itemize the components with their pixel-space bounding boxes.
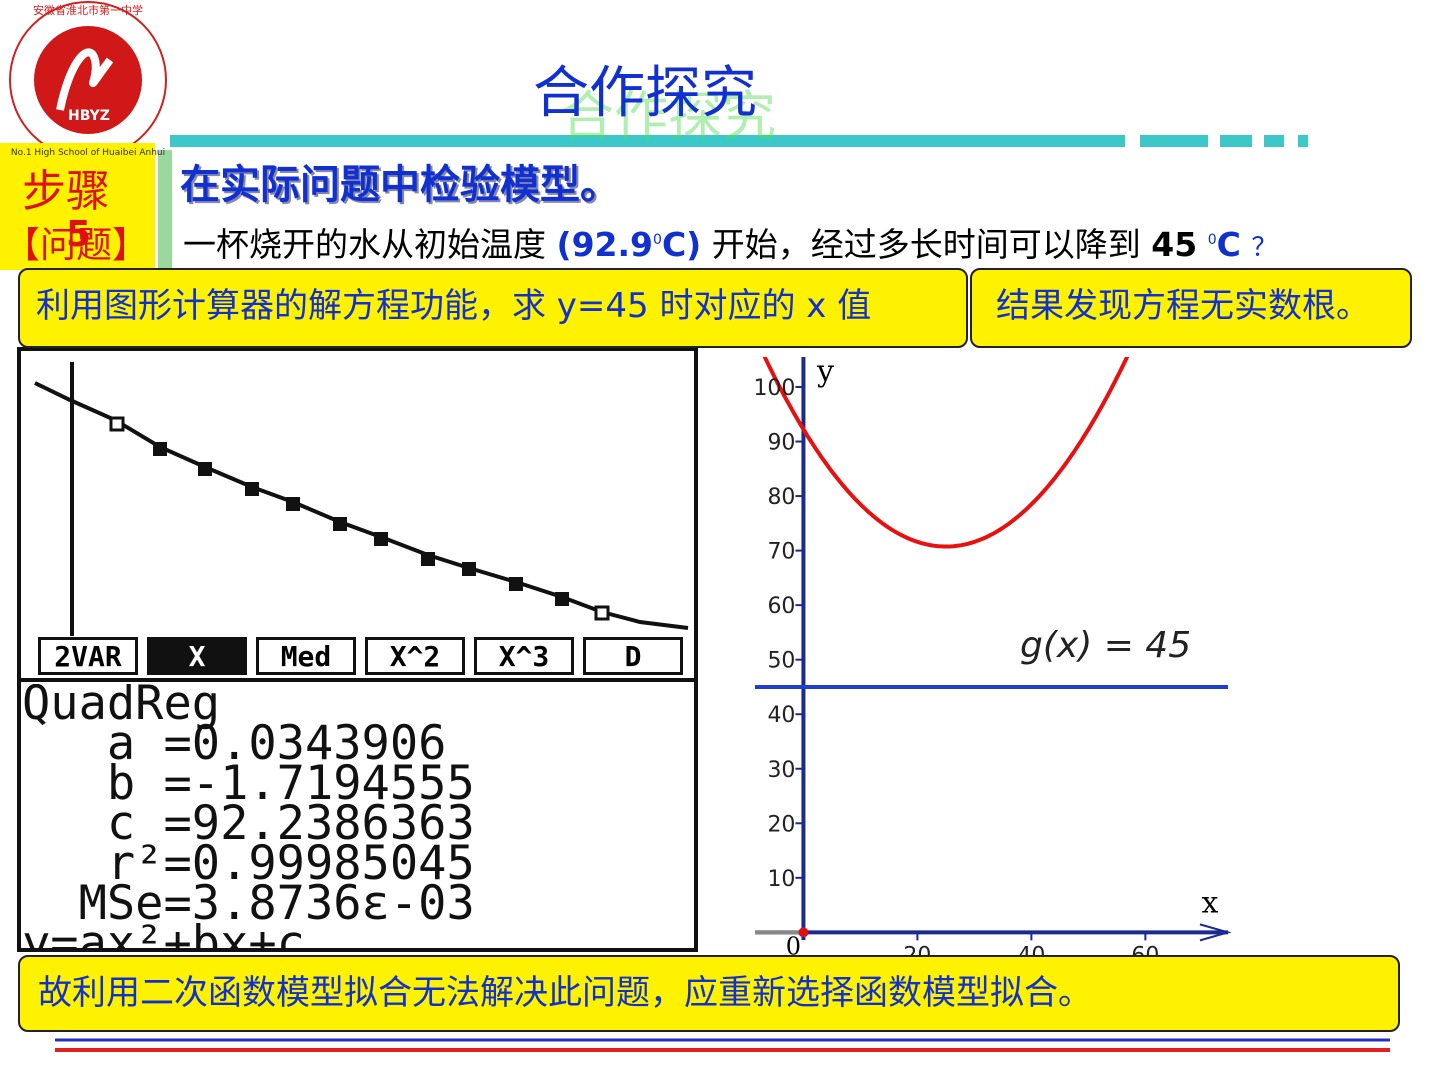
menu-tab: 2VAR — [38, 637, 138, 675]
title-shadow: 合作探究 — [560, 85, 776, 148]
title: 合作探究 — [533, 61, 757, 126]
text: C) — [661, 225, 702, 264]
y-tick-label: 50 — [767, 649, 795, 674]
hline-label: g(x) = 45 — [1020, 625, 1191, 666]
y-tick-label: 100 — [753, 376, 795, 401]
y-tick-label: 30 — [767, 758, 795, 783]
calc-line: MSe=3.8736ε-03 — [22, 876, 475, 931]
calc-line: y=ax²+bx+c — [22, 916, 305, 948]
calc-line: b =-1.7194555 — [22, 756, 475, 811]
logo-text: HBYZ — [68, 108, 110, 124]
text: (92.9 — [556, 225, 654, 264]
text: ？ — [1251, 233, 1278, 263]
calc-lines: QuadReg a =0.0343906 b =-1.7194555 c =92… — [22, 684, 694, 948]
y-tick-label: 20 — [767, 812, 795, 837]
calc-line: a =0.0343906 — [22, 716, 447, 771]
arrow — [1199, 923, 1232, 942]
menu-tab: X^3 — [474, 637, 574, 675]
heading: 在实际问题中检验模型。 — [180, 162, 620, 208]
y-label: y — [816, 354, 834, 389]
menu-tab: X — [147, 637, 247, 675]
y-tick-label: 80 — [767, 485, 795, 510]
problem: 一杯烧开的水从初始温度 (92.90C) 开始，经过多长时间可以降到 45 0C… — [183, 218, 1277, 266]
calc-line: r²=0.99985045 — [22, 836, 475, 891]
curve — [762, 357, 1130, 549]
callout: 利用图形计算器的解方程功能，求 y=45 时对应的 x 值 — [18, 268, 968, 348]
menu-tab: D — [583, 637, 683, 675]
conclusion: 故利用二次函数模型拟合无法解决此问题，应重新选择函数模型拟合。 — [18, 955, 1400, 1032]
y-tick-label: 60 — [767, 594, 795, 619]
sup: 0 — [653, 232, 662, 248]
menu-tab: X^2 — [365, 637, 465, 675]
step-tag: 【问题】 — [4, 225, 149, 266]
plot-area — [755, 357, 1228, 940]
text: 开始，经过多长时间可以降到 — [711, 225, 1141, 264]
x-label: x — [1202, 885, 1219, 920]
y-tick-label: 90 — [767, 431, 795, 456]
step-label: 步骤 — [22, 166, 110, 217]
y-tick-label: 40 — [767, 703, 795, 728]
y-tick-label: 10 — [767, 867, 795, 892]
text: 一杯烧开的水从初始温度 — [183, 225, 546, 264]
sup: 0 — [1207, 232, 1217, 248]
text: C — [1216, 225, 1241, 264]
y-tick-label: 70 — [767, 540, 795, 565]
callout: 结果发现方程无实数根。 — [970, 268, 1412, 348]
menu-tab: Med — [256, 637, 356, 675]
step-number: 5 — [66, 214, 92, 255]
logo-ring: 安徽省淮北市第一中学 — [33, 4, 143, 17]
text: 45 — [1151, 225, 1198, 264]
logo-ring-en: No.1 High School of Huaibei Anhui — [10, 148, 166, 158]
origin-label: 0 — [786, 932, 801, 960]
calc-screen: QuadReg a =0.0343906 b =-1.7194555 c =92… — [22, 684, 694, 948]
origin-dot — [798, 927, 809, 938]
calc-line: QuadReg — [22, 684, 221, 731]
calc-line: c =92.2386363 — [22, 796, 475, 851]
